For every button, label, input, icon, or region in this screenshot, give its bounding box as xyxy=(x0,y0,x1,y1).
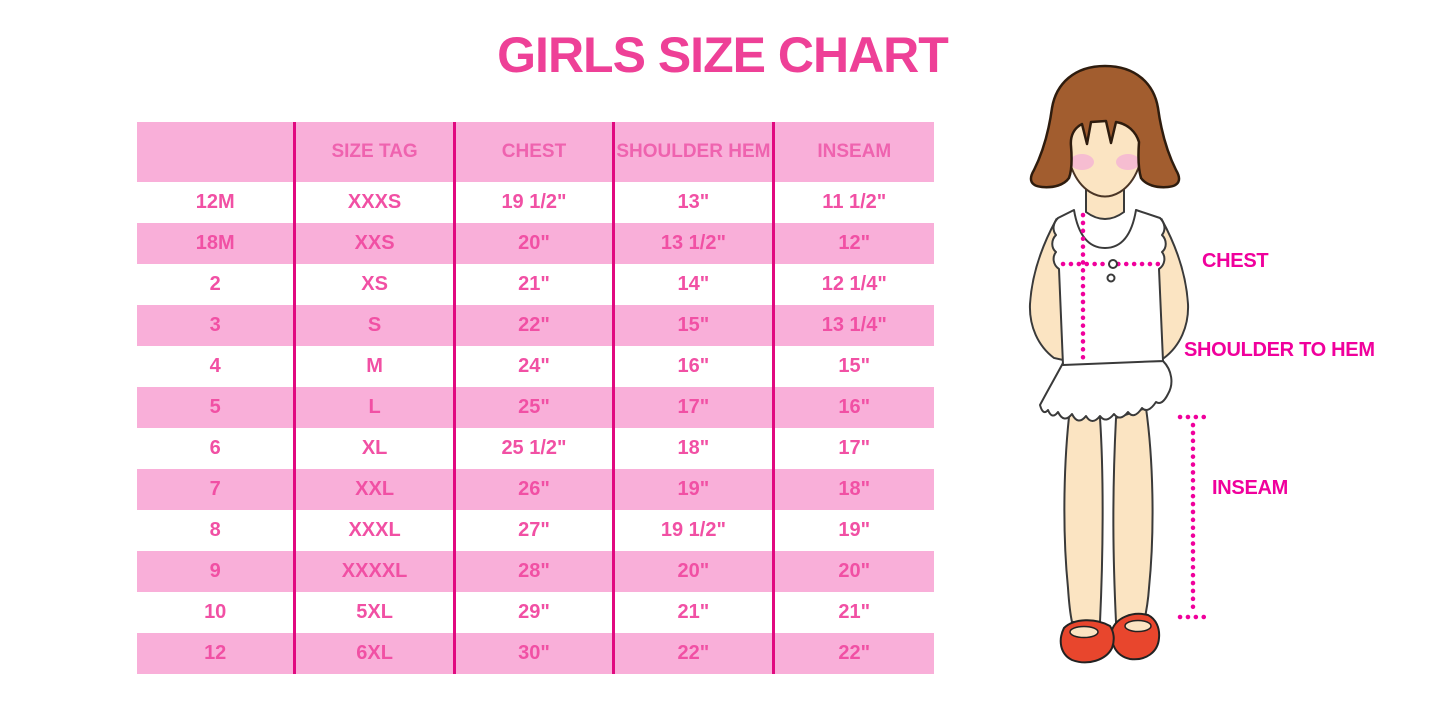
leg-right xyxy=(1112,406,1154,623)
measurement-value-cell: XXXL xyxy=(296,510,456,551)
blush-left xyxy=(1070,154,1094,170)
measurement-value-cell: 24" xyxy=(456,346,616,387)
blush-right xyxy=(1116,154,1140,170)
inseam-measure-line xyxy=(1177,414,1209,620)
size-row-label-cell: 2 xyxy=(137,264,297,305)
size-row-label-cell: 7 xyxy=(137,469,297,510)
measurement-value-cell: 19" xyxy=(838,519,871,541)
measurement-value-cell: XXXS xyxy=(296,182,456,223)
size-row-label-cell: 9 xyxy=(137,551,297,592)
shoulder-to-hem-label: SHOULDER TO HEM xyxy=(1184,339,1375,361)
measurement-value-cell: 17" xyxy=(615,387,775,428)
size-row-label-cell: 6 xyxy=(137,428,297,469)
header-cell: SIZE TAG xyxy=(296,122,456,182)
shirt xyxy=(1051,209,1167,366)
measurement-value-cell: 22" xyxy=(774,633,934,674)
measurement-value-cell: 12" xyxy=(774,223,934,264)
measurement-diagram xyxy=(1012,58,1432,678)
measurement-value-cell: 5XL xyxy=(296,592,456,633)
skirt xyxy=(1039,360,1173,422)
size-row-label-cell: 8 xyxy=(137,510,297,551)
measurement-value-cell: 20" xyxy=(774,551,934,592)
header-cell: CHEST xyxy=(455,122,616,182)
measurement-value-cell: M xyxy=(296,346,456,387)
shoe-left xyxy=(1059,619,1115,664)
measurement-value-cell: 19" xyxy=(615,469,775,510)
measurement-value-cell: 15" xyxy=(838,355,871,377)
measurement-value-cell: 21" xyxy=(838,601,871,623)
measurement-value-cell: 22" xyxy=(455,305,616,346)
measurement-value-cell: XS xyxy=(296,264,456,305)
size-row-label-cell: 18M xyxy=(137,223,297,264)
page-title: GIRLS SIZE CHART xyxy=(497,27,949,83)
hair xyxy=(1029,64,1181,189)
measurement-value-cell: 29" xyxy=(456,592,616,633)
shirt-button-top xyxy=(1108,259,1118,269)
size-row-label-cell: 5 xyxy=(137,387,297,428)
measurement-value-cell: 20" xyxy=(455,223,616,264)
measurement-value-cell: 15" xyxy=(615,305,775,346)
leg-left xyxy=(1063,406,1104,623)
measurement-value-cell: 14" xyxy=(615,264,775,305)
measurement-value-cell: 22" xyxy=(615,633,775,674)
size-row-label-cell: 3 xyxy=(137,305,297,346)
measurement-value-cell: 12 1/4" xyxy=(821,273,887,295)
measurement-value-cell: 6XL xyxy=(296,633,456,674)
measurement-value-cell: 26" xyxy=(455,469,616,510)
measurement-value-cell: 21" xyxy=(615,592,775,633)
measurement-value-cell: 18" xyxy=(774,469,934,510)
measurement-value-cell: 27" xyxy=(456,510,616,551)
shoe-right xyxy=(1110,612,1161,661)
measurement-value-cell: 25" xyxy=(455,387,616,428)
measurement-value-cell: 13 1/2" xyxy=(615,223,775,264)
measurement-value-cell: 17" xyxy=(838,437,871,459)
measurement-value-cell: L xyxy=(296,387,456,428)
measurement-value-cell: 25 1/2" xyxy=(456,428,616,469)
measurement-value-cell: 11 1/2" xyxy=(822,191,887,213)
shirt-button-bottom xyxy=(1106,273,1116,283)
measurement-value-cell: 19 1/2" xyxy=(456,182,616,223)
header-cell: SHOULDER HEM xyxy=(615,122,775,182)
inseam-label: INSEAM xyxy=(1212,477,1288,499)
measurement-value-cell: XL xyxy=(296,428,456,469)
measurement-value-cell: 21" xyxy=(456,264,616,305)
measurement-value-cell: 30" xyxy=(455,633,616,674)
measurement-value-cell: 16" xyxy=(615,346,775,387)
header-cell xyxy=(137,122,297,182)
measurement-value-cell: XXL xyxy=(296,469,456,510)
measurement-value-cell: 20" xyxy=(615,551,775,592)
measurement-value-cell: 18" xyxy=(615,428,775,469)
size-row-label-cell: 12M xyxy=(137,182,297,223)
header-cell: INSEAM xyxy=(774,122,934,182)
measurement-value-cell: 13 1/4" xyxy=(774,305,934,346)
measurement-value-cell: S xyxy=(296,305,456,346)
measurement-value-cell: XXXXL xyxy=(296,551,456,592)
measurement-value-cell: 19 1/2" xyxy=(615,510,775,551)
size-row-label-cell: 4 xyxy=(137,346,297,387)
measurement-value-cell: 13" xyxy=(615,182,775,223)
measurement-value-cell: 28" xyxy=(455,551,616,592)
size-row-label-cell: 10 xyxy=(137,592,297,633)
size-row-label-cell: 12 xyxy=(137,633,297,674)
measurement-value-cell: 16" xyxy=(774,387,934,428)
size-table: SIZE TAG CHEST SHOULDER HEM INSEAM 12M XXXS 19… xyxy=(137,122,934,674)
chest-label: CHEST xyxy=(1202,250,1269,272)
measurement-value-cell: XXS xyxy=(296,223,456,264)
girl-illustration xyxy=(1028,64,1209,664)
